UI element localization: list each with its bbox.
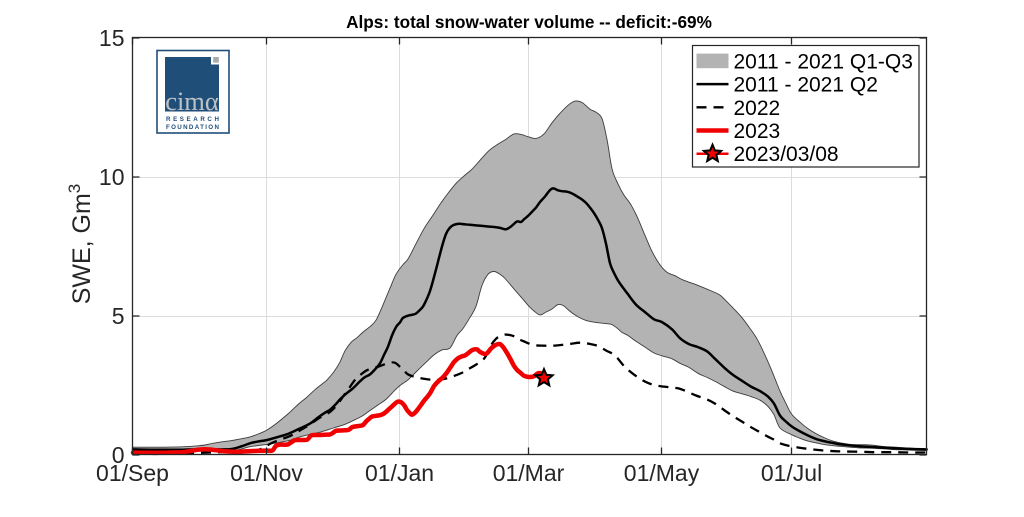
svg-text:Alps: total snow-water volume: Alps: total snow-water volume -- deficit…: [346, 12, 712, 32]
svg-text:RESEARCH: RESEARCH: [166, 116, 222, 123]
svg-text:01/Sep: 01/Sep: [96, 460, 169, 486]
svg-text:15: 15: [99, 25, 125, 51]
svg-text:2022: 2022: [734, 97, 781, 120]
svg-text:2011 - 2021 Q2: 2011 - 2021 Q2: [734, 74, 878, 97]
svg-text:01/Nov: 01/Nov: [230, 460, 303, 486]
svg-text:2023/03/08: 2023/03/08: [734, 143, 839, 166]
svg-text:2023: 2023: [734, 120, 781, 143]
svg-text:01/Jan: 01/Jan: [365, 460, 434, 486]
svg-text:5: 5: [112, 303, 125, 329]
svg-text:01/Mar: 01/Mar: [493, 460, 565, 486]
svg-text:2011 - 2021 Q1-Q3: 2011 - 2021 Q1-Q3: [734, 50, 913, 73]
svg-text:01/Jul: 01/Jul: [761, 460, 822, 486]
svg-text:0: 0: [112, 442, 125, 468]
svg-text:10: 10: [99, 164, 125, 190]
svg-text:cimα: cimα: [165, 86, 219, 116]
svg-text:FOUNDATION: FOUNDATION: [166, 124, 220, 131]
svg-text:SWE, Gm3: SWE, Gm3: [65, 184, 96, 305]
svg-text:01/May: 01/May: [624, 460, 700, 486]
